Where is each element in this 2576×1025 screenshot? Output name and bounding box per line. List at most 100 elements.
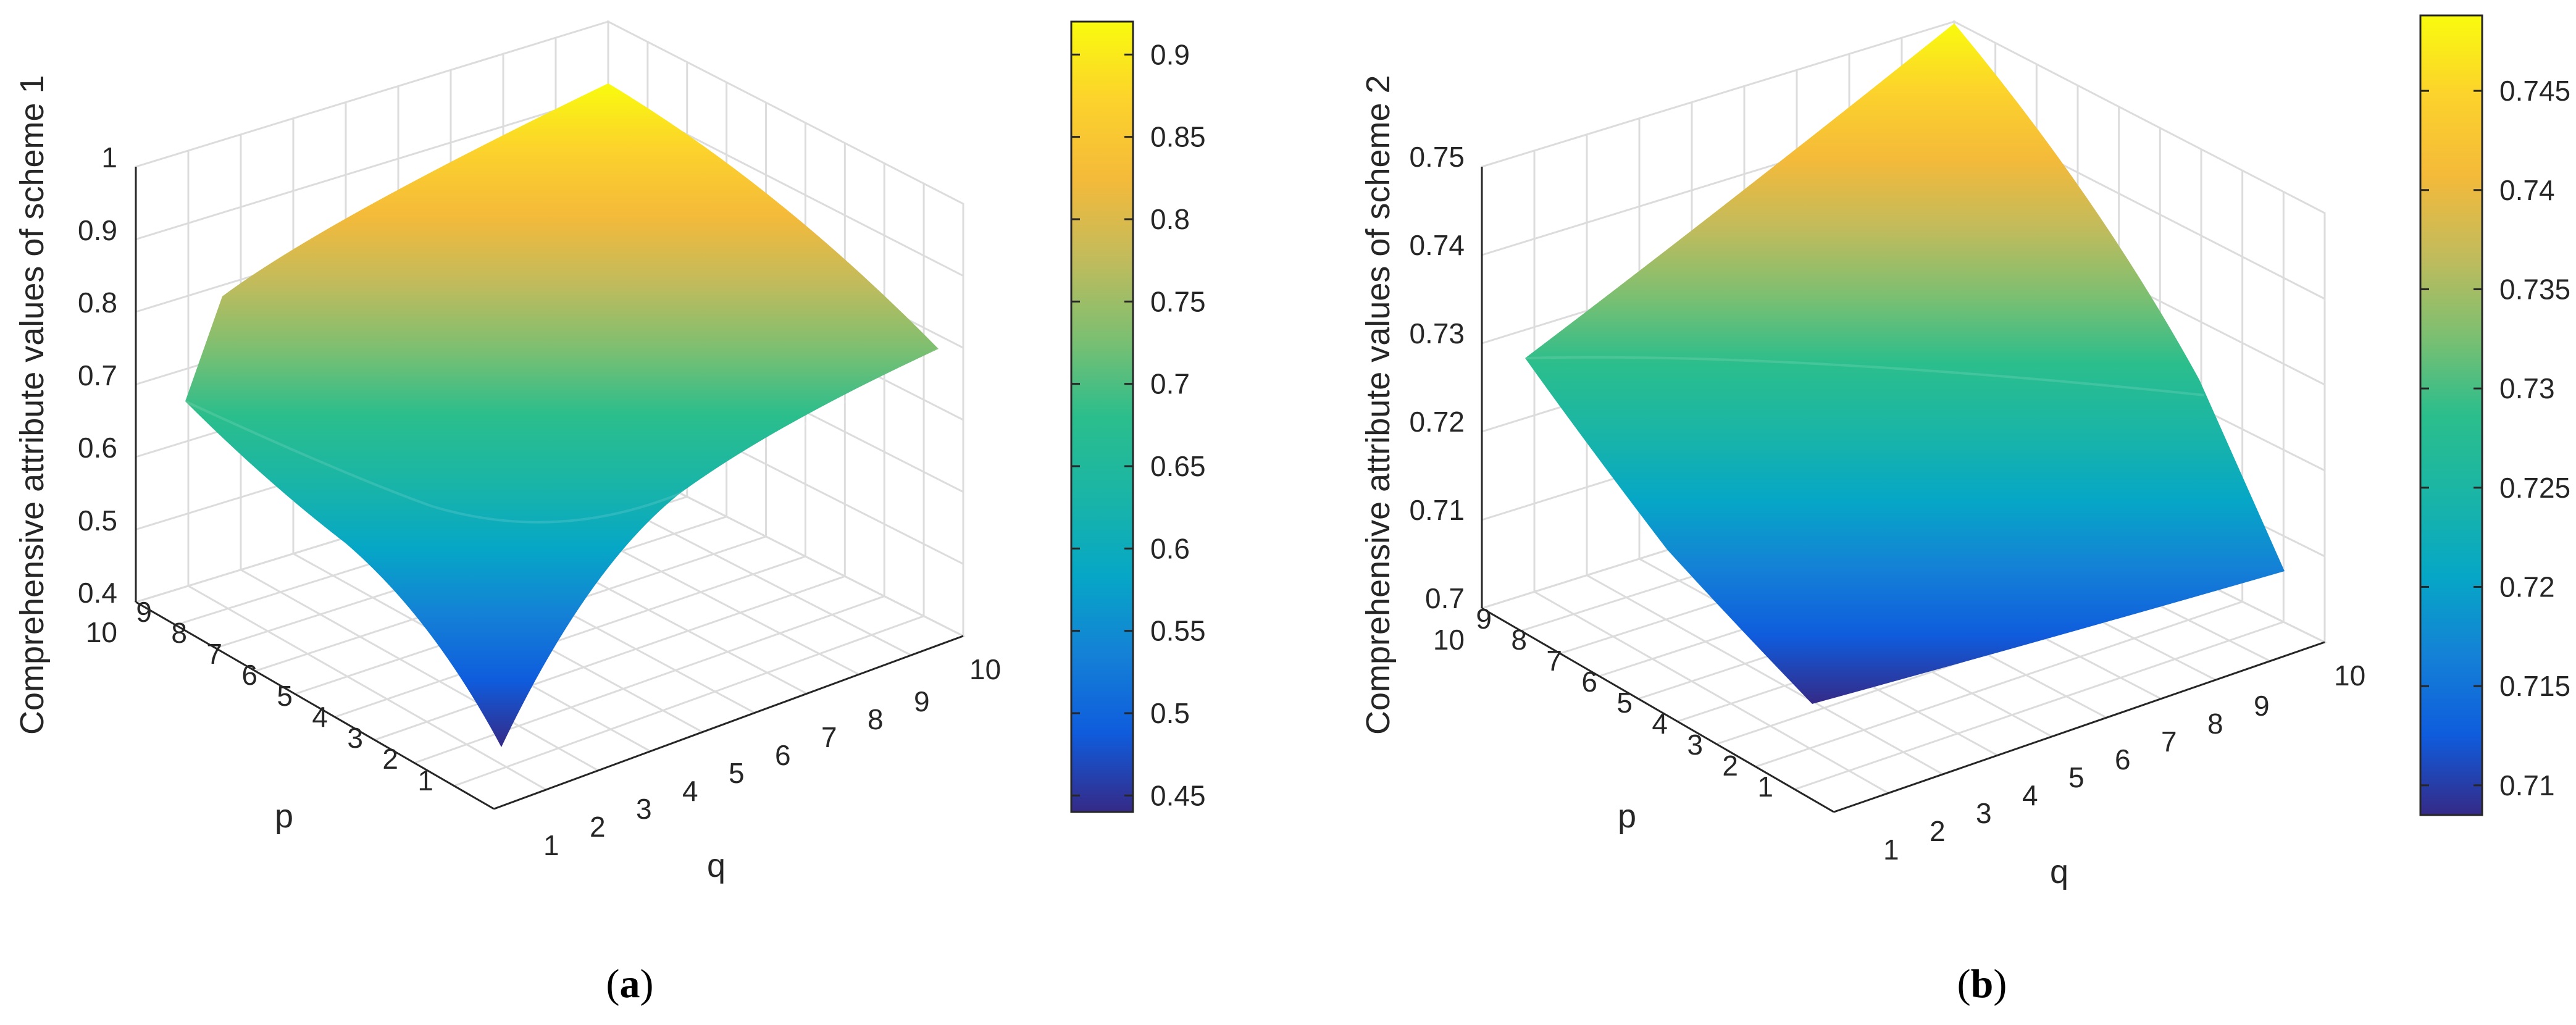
z-tick: 0.74 <box>1409 229 1465 261</box>
z-tick: 0.73 <box>1409 317 1465 349</box>
q-tick: 10 <box>2334 659 2365 692</box>
q-tick: 8 <box>2207 708 2223 740</box>
panel-b-axes <box>1481 167 2325 813</box>
p-tick: 8 <box>1511 624 1527 656</box>
grid-line <box>1794 621 2284 790</box>
panel-a-p-label: p <box>275 798 293 835</box>
colorbar-tick-label: 0.85 <box>1150 121 1206 153</box>
panel-a-z-label: Comprehensive attribute values of scheme… <box>14 75 51 735</box>
colorbar-tick-label: 0.74 <box>2499 174 2555 206</box>
panel-a: 0.4 0.5 0.6 0.7 0.8 0.9 1 1 2 3 4 5 6 7 … <box>14 20 1206 1006</box>
grid-line <box>240 569 599 772</box>
z-tick: 0.72 <box>1409 406 1465 438</box>
panel-b-label: (b) <box>1957 961 2007 1006</box>
colorbar-tick-label: 0.75 <box>1150 285 1206 317</box>
p-tick: 3 <box>347 722 363 754</box>
grid-line <box>454 615 924 787</box>
panel-a-axes <box>135 167 964 810</box>
q-tick: 3 <box>1976 797 1992 829</box>
grid-line <box>188 585 547 791</box>
panel-a-letter: a <box>620 961 640 1006</box>
panel-b: 0.7 0.71 0.72 0.73 0.74 0.75 1 2 3 4 5 6… <box>1360 14 2570 1006</box>
panel-b-z-label: Comprehensive attribute values of scheme… <box>1360 75 1397 735</box>
q-tick: 2 <box>1930 815 1946 847</box>
colorbar-tick-label: 0.715 <box>2499 670 2570 702</box>
colorbar-tick-label: 0.725 <box>2499 472 2570 504</box>
q-tick: 7 <box>2161 726 2177 758</box>
q-tick: 4 <box>2022 779 2038 811</box>
z-tick: 0.4 <box>78 577 117 609</box>
z-tick: 0.8 <box>78 287 117 319</box>
z-tick: 0.7 <box>1425 582 1465 614</box>
q-tick: 4 <box>682 775 698 807</box>
panel-b-colorbar-bar <box>2419 14 2483 816</box>
p-tick: 2 <box>382 743 398 775</box>
z-tick: 0.5 <box>78 504 117 537</box>
panel-a-label: (a) <box>606 961 654 1006</box>
q-tick: 9 <box>2254 690 2270 722</box>
z-tick: 0.75 <box>1409 141 1465 173</box>
p-tick: 7 <box>1546 645 1562 677</box>
z-tick: 0.9 <box>78 214 117 246</box>
q-tick: 1 <box>543 829 559 861</box>
colorbar-tick-label: 0.45 <box>1150 779 1206 811</box>
p-tick: 1 <box>1757 771 1773 803</box>
panel-b-z-ticks: 0.7 0.71 0.72 0.73 0.74 0.75 <box>1409 141 1465 614</box>
colorbar-tick-label: 0.6 <box>1150 532 1190 564</box>
panel-b-p-label: p <box>1618 798 1636 835</box>
p-tick: 4 <box>1652 708 1668 740</box>
p-tick: 7 <box>206 638 222 670</box>
panel-b-p-ticks: 1 2 3 4 5 6 7 8 9 10 <box>1433 603 1773 803</box>
grid-line <box>1534 591 1889 794</box>
p-tick: 2 <box>1722 750 1738 782</box>
z-tick: 0.7 <box>78 359 117 391</box>
colorbar-tick-label: 0.735 <box>2499 273 2570 305</box>
panel-b-letter: b <box>1971 961 1994 1006</box>
grid-line <box>414 595 885 764</box>
colorbar-tick-label: 0.9 <box>1150 38 1190 70</box>
panel-a-colorbar-bar <box>1070 20 1134 813</box>
panel-b-surface <box>1524 23 2285 704</box>
q-tick: 8 <box>868 703 884 735</box>
q-tick: 5 <box>2068 761 2085 793</box>
colorbar-tick-label: 0.65 <box>1150 450 1206 482</box>
colorbar-tick-label: 0.55 <box>1150 615 1206 647</box>
grid-line <box>374 575 845 741</box>
q-tick: 5 <box>729 757 745 789</box>
panel-a-q-ticks: 1 2 3 4 5 6 7 8 9 10 <box>543 653 1001 861</box>
p-tick: 10 <box>86 616 117 648</box>
q-tick: 7 <box>821 721 837 753</box>
grid-line <box>334 555 806 718</box>
colorbar-tick-label: 0.5 <box>1150 697 1190 729</box>
p-tick: 3 <box>1687 729 1703 761</box>
panel-a-q-label: q <box>707 847 726 884</box>
panel-a-p-ticks: 1 2 3 4 5 6 7 8 9 10 <box>86 596 433 797</box>
z-tick: 1 <box>101 141 117 174</box>
p-tick: 9 <box>136 596 152 628</box>
z-tick: 0.6 <box>78 432 117 464</box>
p-tick: 9 <box>1476 603 1492 635</box>
panel-a-surface <box>185 83 939 747</box>
panel-b-q-label: q <box>2050 853 2068 890</box>
panel-a-z-ticks: 0.4 0.5 0.6 0.7 0.8 0.9 1 <box>78 141 117 609</box>
q-tick: 3 <box>636 793 652 825</box>
p-tick: 6 <box>1581 666 1597 698</box>
colorbar-tick-label: 0.73 <box>2499 372 2555 404</box>
z-tick: 0.71 <box>1409 494 1465 526</box>
panel-b-colorbar: 0.71 0.715 0.72 0.725 0.73 0.735 0.74 0.745 <box>2419 14 2570 816</box>
panel-a-colorbar: 0.45 0.5 0.55 0.6 0.65 0.7 0.75 0.8 0.85 0.9 <box>1070 20 1206 813</box>
q-tick: 6 <box>2115 743 2131 776</box>
p-tick: 5 <box>1616 687 1633 719</box>
colorbar-tick-label: 0.745 <box>2499 75 2570 107</box>
q-tick: 2 <box>590 811 606 843</box>
q-tick: 1 <box>1883 834 1899 866</box>
colorbar-tick-label: 0.71 <box>2499 769 2555 801</box>
q-tick: 9 <box>914 685 930 718</box>
p-tick: 4 <box>312 701 328 733</box>
q-tick: 10 <box>969 653 1001 685</box>
colorbar-tick-label: 0.7 <box>1150 368 1190 400</box>
p-tick: 6 <box>241 659 257 691</box>
panel-b-q-ticks: 1 2 3 4 5 6 7 8 9 10 <box>1883 659 2365 866</box>
p-tick: 8 <box>171 617 187 649</box>
